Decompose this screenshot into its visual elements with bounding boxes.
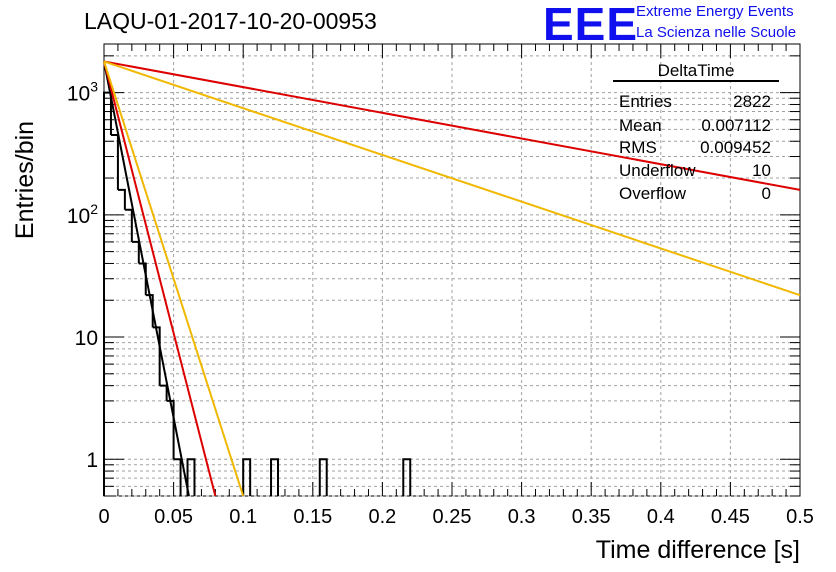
logo-line-1: Extreme Energy Events <box>636 3 794 20</box>
fit-red <box>103 61 217 497</box>
x-tick-label: 0.2 <box>368 506 396 528</box>
y-tick-label: 10 <box>75 327 98 350</box>
histogram-bin <box>270 458 279 496</box>
stats-value: 10 <box>752 161 771 180</box>
y-tick-label: 102 <box>67 201 98 228</box>
histogram-bin <box>145 294 154 328</box>
histogram-bin <box>166 399 175 460</box>
stats-value: 0.009452 <box>700 138 771 157</box>
histogram-bin <box>186 458 196 496</box>
histogram-bin <box>103 91 112 496</box>
x-tick-label: 0.25 <box>433 506 472 528</box>
histogram-bin <box>318 458 328 496</box>
stats-row-underflow: Underflow 10 <box>619 161 771 183</box>
stats-label: Overflow <box>619 184 687 203</box>
histogram-bin <box>117 188 126 210</box>
stats-row-rms: RMS 0.009452 <box>619 138 771 160</box>
stats-row-entries: Entries 2822 <box>619 92 771 114</box>
stats-box: DeltaTime Entries 2822 Mean 0.007112 RMS… <box>613 61 779 203</box>
stats-label: Entries <box>619 92 672 111</box>
histogram-bin <box>131 240 140 264</box>
y-tick-label: 103 <box>67 79 98 106</box>
axis-ticks <box>103 44 801 497</box>
x-tick-label: 0.1 <box>229 506 257 528</box>
stats-label: Mean <box>619 116 662 135</box>
fit-yellow-slow <box>103 60 801 297</box>
fit-black <box>103 61 190 497</box>
fit-yellow <box>103 61 245 497</box>
x-tick-label: 0 <box>98 506 109 528</box>
histogram-bin <box>159 384 168 401</box>
stats-value: 2822 <box>733 92 771 111</box>
histogram-bin <box>173 458 182 496</box>
stats-value: 0 <box>761 184 771 203</box>
histogram-bin <box>110 134 119 190</box>
x-tick-label: 0.15 <box>293 506 332 528</box>
eee-logo: EEE <box>543 0 639 50</box>
stats-label: Underflow <box>619 161 696 180</box>
x-axis-label: Time difference [s] <box>596 536 800 564</box>
stats-divider <box>613 80 779 82</box>
histogram-bin <box>124 208 133 242</box>
fit-lines <box>103 60 801 497</box>
stats-value: 0.007112 <box>701 116 771 135</box>
stats-row-mean: Mean 0.007112 <box>619 116 771 138</box>
histogram <box>103 91 412 496</box>
stats-row-overflow: Overflow 0 <box>619 184 771 206</box>
fit-red-slow <box>103 60 801 191</box>
stats-label: RMS <box>619 138 657 157</box>
y-axis-label: Entries/bin <box>11 121 39 239</box>
y-tick-label: 1 <box>86 449 98 472</box>
x-tick-label: 0.45 <box>711 506 750 528</box>
histogram-bin <box>242 458 252 496</box>
run-title: LAQU-01-2017-10-20-00953 <box>84 8 377 34</box>
stats-title: DeltaTime <box>657 61 735 80</box>
grid-lines <box>104 44 800 497</box>
logo-line-2: La Scienza nelle Scuole <box>636 24 797 41</box>
x-tick-label: 0.3 <box>508 506 536 528</box>
x-tick-label: 0.35 <box>572 506 611 528</box>
histogram-bin <box>402 458 412 496</box>
x-tick-label: 0.05 <box>154 506 193 528</box>
x-tick-label: 0.4 <box>647 506 675 528</box>
x-tick-label: 0.5 <box>786 506 814 528</box>
axis-tick-labels: 0 0.05 0.1 0.15 0.2 0.25 0.3 0.35 0.4 0.45 0.5 1 10 1… <box>67 79 814 528</box>
histogram-bin <box>138 262 147 296</box>
